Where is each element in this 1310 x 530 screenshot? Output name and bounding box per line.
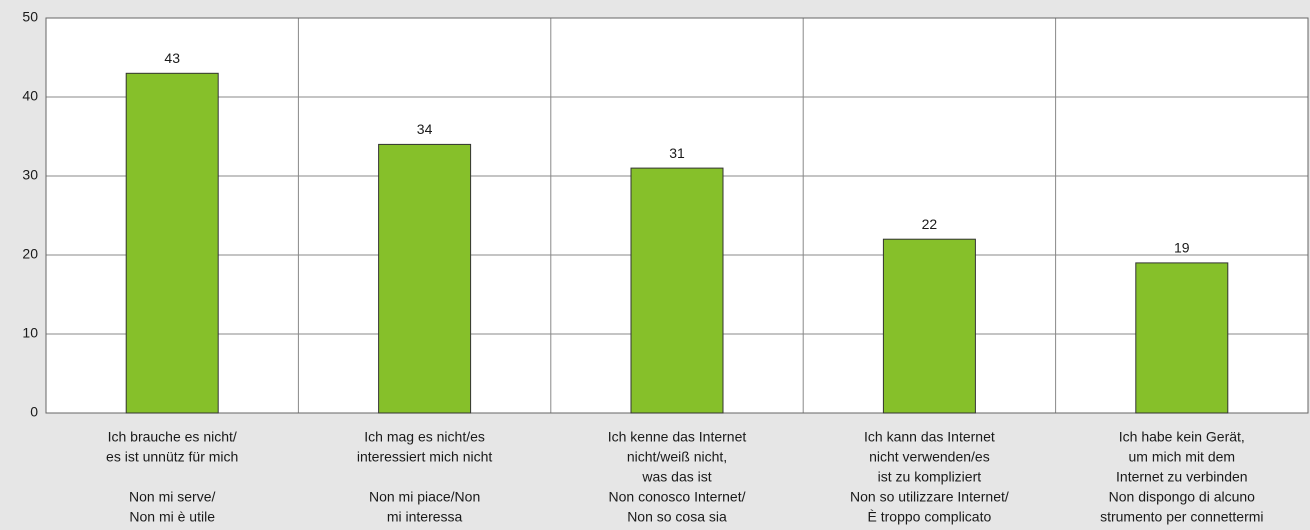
data-label: 43 bbox=[164, 50, 180, 66]
x-tick-label: Non mi piace/Non bbox=[369, 489, 480, 505]
x-tick-label: Ich kenne das Internet bbox=[608, 429, 747, 445]
x-tick-label: interessiert mich nicht bbox=[357, 449, 492, 465]
bar bbox=[630, 167, 724, 414]
x-tick-label: Internet zu verbinden bbox=[1116, 469, 1248, 485]
x-tick-label: was das ist bbox=[641, 469, 711, 485]
x-tick-label: Ich brauche es nicht/ bbox=[108, 429, 237, 445]
x-tick-label: Non so utilizzare Internet/ bbox=[850, 489, 1009, 505]
x-tick-label: Non so cosa sia bbox=[627, 509, 727, 525]
x-tick-label: Ich kann das Internet bbox=[864, 429, 995, 445]
y-tick-label: 20 bbox=[22, 246, 38, 262]
x-tick-label: Ich habe kein Gerät, bbox=[1119, 429, 1245, 445]
data-label: 31 bbox=[669, 145, 685, 161]
x-tick-label: es ist unnütz für mich bbox=[106, 449, 238, 465]
y-tick-label: 30 bbox=[22, 167, 38, 183]
data-label: 22 bbox=[922, 216, 938, 232]
bar bbox=[378, 143, 472, 414]
y-tick-label: 0 bbox=[30, 404, 38, 420]
x-tick-label: Non mi serve/ bbox=[129, 489, 215, 505]
x-tick-label: strumento per connettermi bbox=[1100, 509, 1263, 525]
x-tick-label: Non dispongo di alcuno bbox=[1109, 489, 1256, 505]
x-tick-label: nicht verwenden/es bbox=[869, 449, 990, 465]
x-tick-label: Non mi è utile bbox=[129, 509, 215, 525]
x-tick-label: um mich mit dem bbox=[1129, 449, 1236, 465]
bar bbox=[882, 238, 976, 414]
x-tick-label: nicht/weiß nicht, bbox=[627, 449, 727, 465]
x-tick-label: È troppo complicato bbox=[868, 509, 992, 525]
y-tick-label: 10 bbox=[22, 325, 38, 341]
x-tick-label: Ich mag es nicht/es bbox=[364, 429, 485, 445]
data-label: 19 bbox=[1174, 240, 1190, 256]
y-tick-label: 50 bbox=[22, 9, 38, 25]
data-label: 34 bbox=[417, 121, 433, 137]
bar bbox=[125, 72, 219, 414]
x-tick-label: mi interessa bbox=[387, 509, 463, 525]
x-tick-label: ist zu kompliziert bbox=[878, 469, 982, 485]
x-tick-label: Non conosco Internet/ bbox=[609, 489, 746, 505]
bar bbox=[1135, 262, 1229, 414]
y-tick-label: 40 bbox=[22, 88, 38, 104]
